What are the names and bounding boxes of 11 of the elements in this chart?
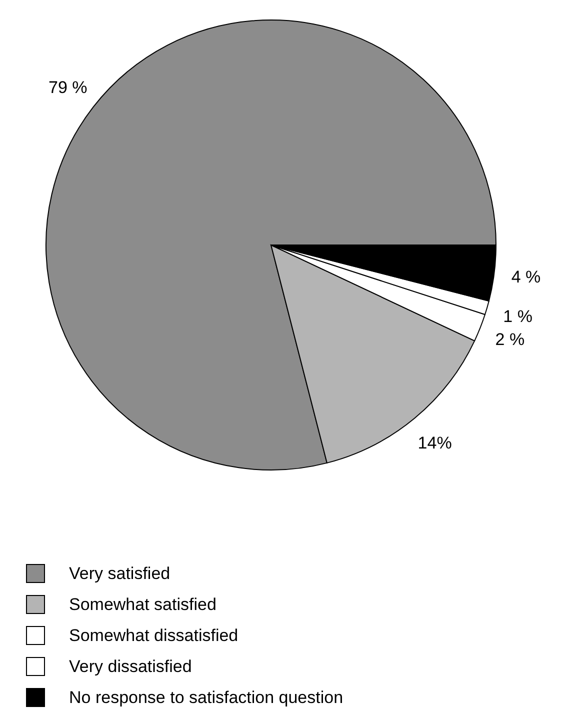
legend-label: Somewhat dissatisfied	[69, 626, 238, 646]
data-label: 1 %	[503, 307, 532, 326]
data-label: 79 %	[48, 78, 88, 97]
legend-label: Somewhat satisfied	[69, 594, 216, 614]
pie-slice	[46, 20, 496, 470]
legend-label: Very dissatisfied	[69, 656, 192, 676]
data-label: 14%	[418, 434, 452, 453]
data-label: 2 %	[495, 330, 525, 350]
legend-label: No response to satisfaction question	[69, 688, 344, 708]
legend-label: Very satisfied	[69, 564, 170, 584]
data-label: 4 %	[511, 268, 541, 287]
